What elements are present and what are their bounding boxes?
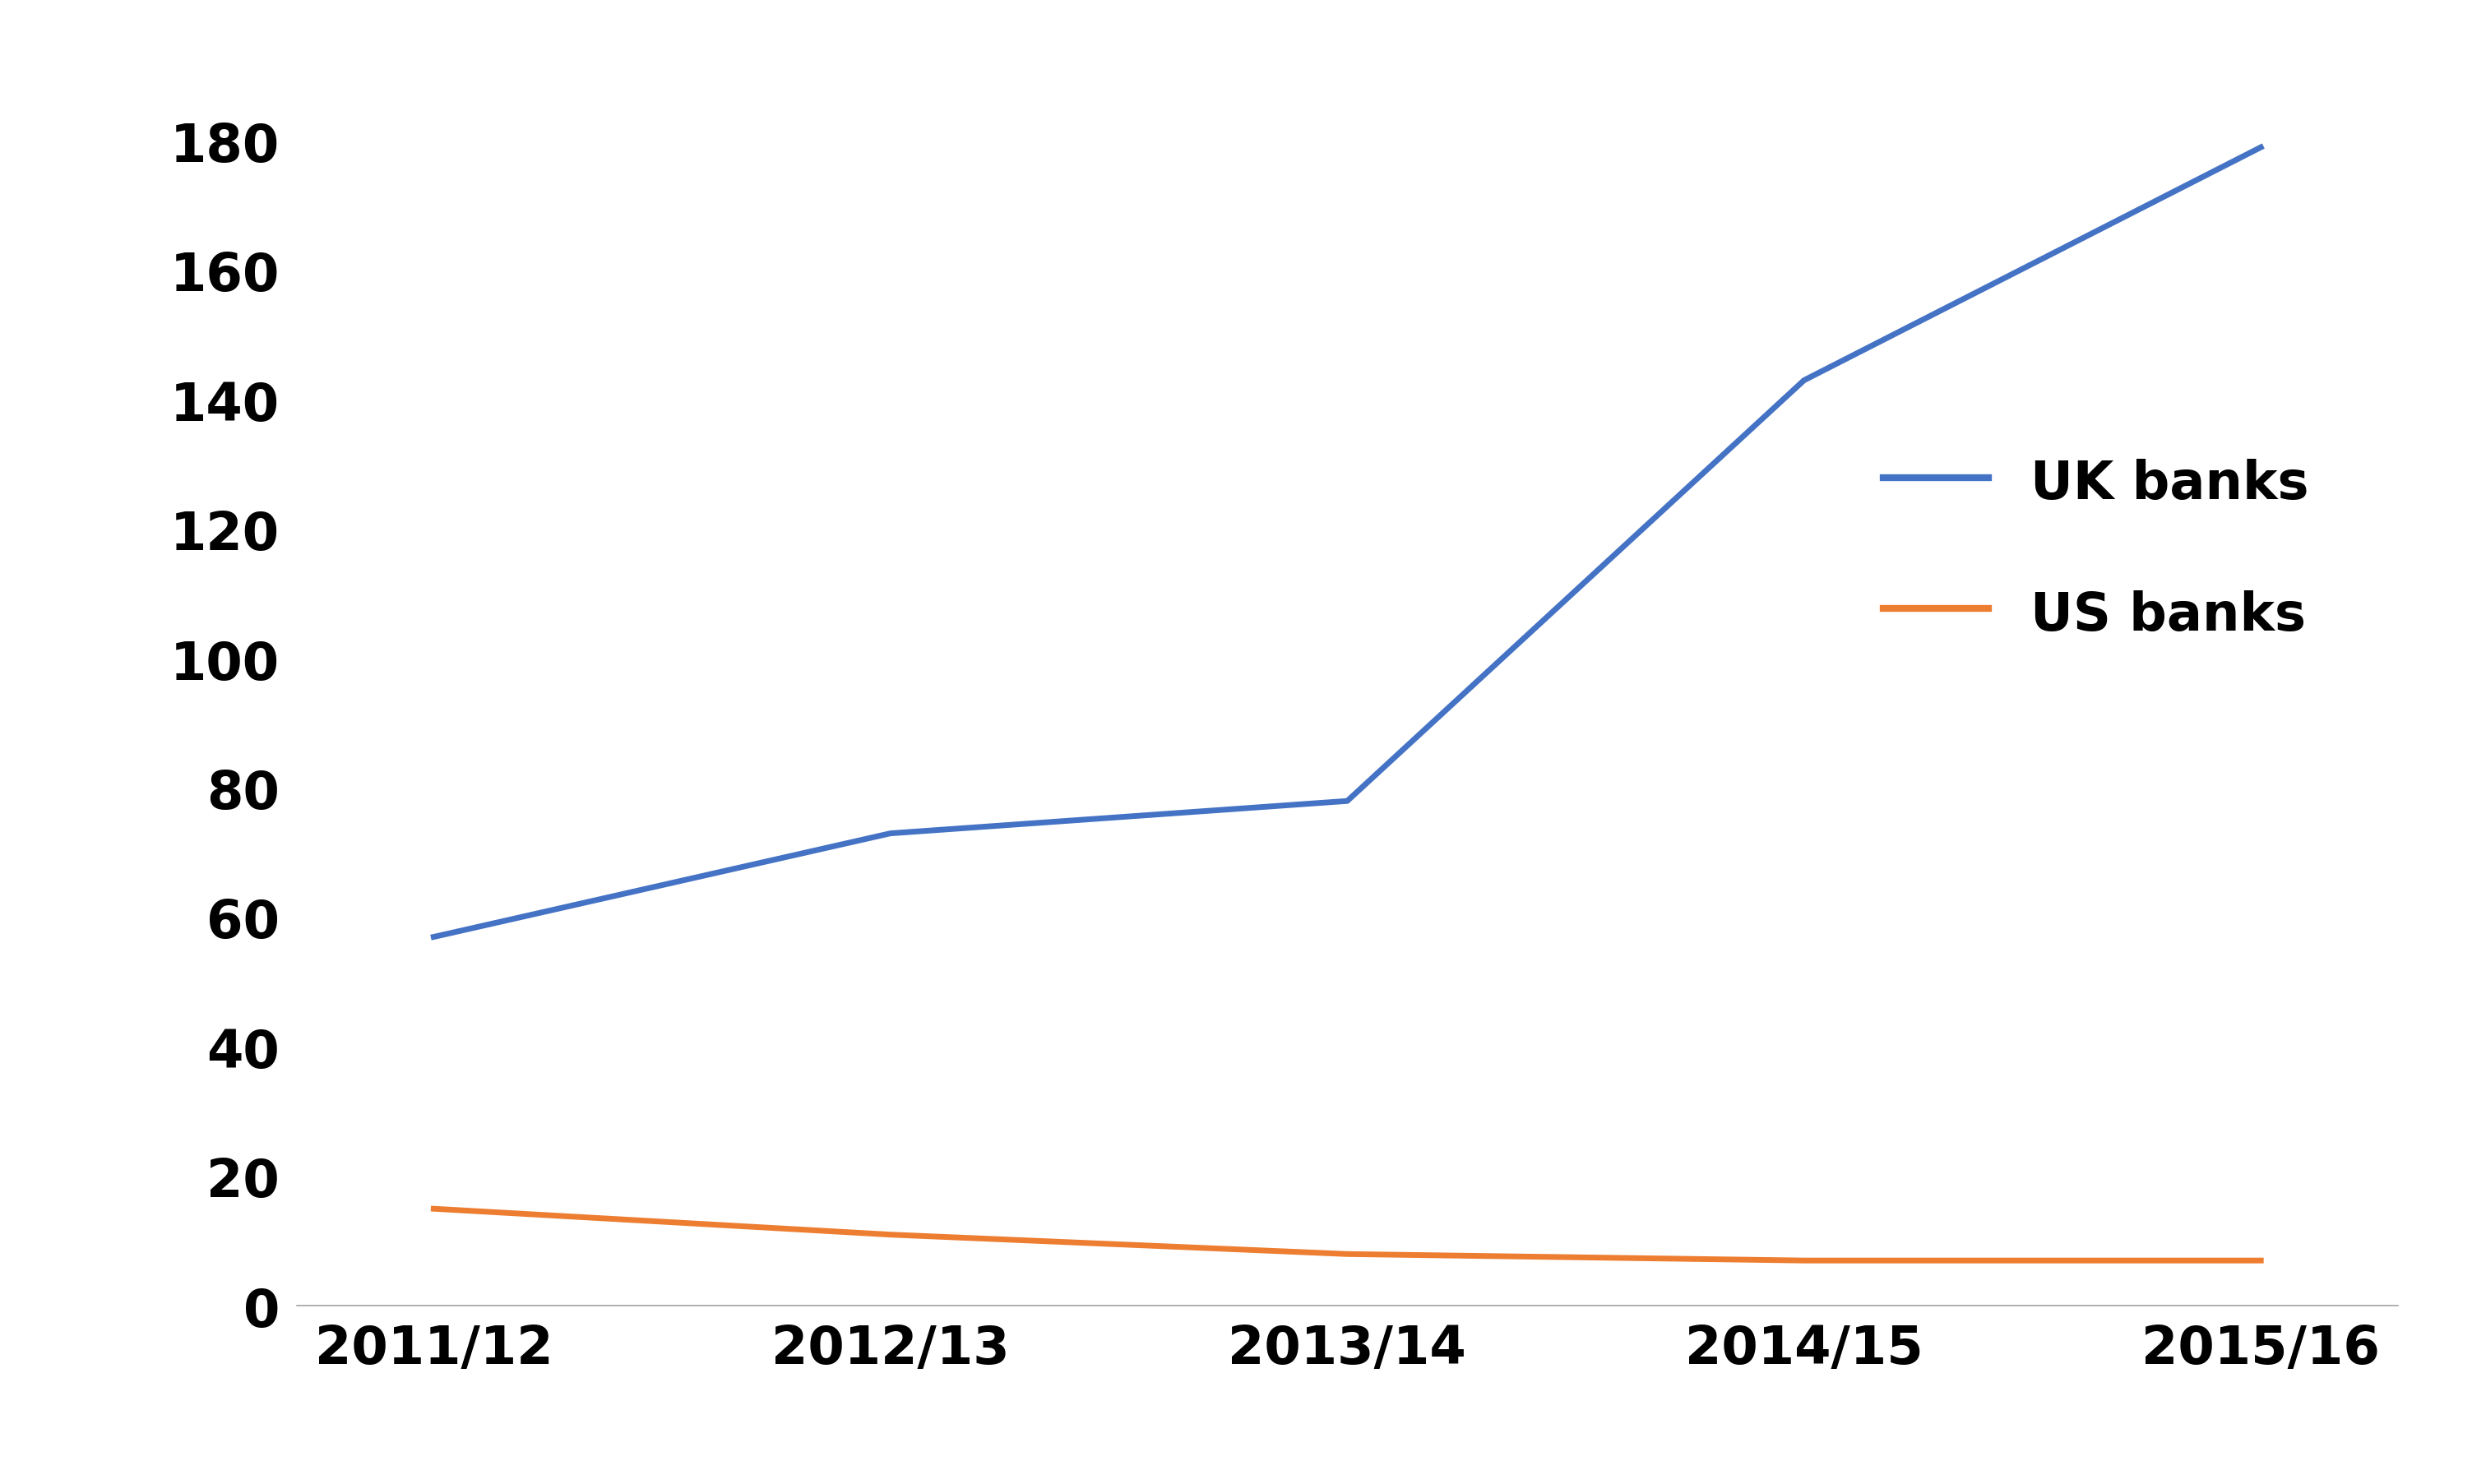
US banks bbox=[875, 1226, 905, 1244]
Legend: UK banks, US banks: UK banks, US banks bbox=[1842, 416, 2351, 683]
Line: UK banks: UK banks bbox=[433, 148, 2262, 938]
UK banks bbox=[875, 825, 905, 843]
UK banks bbox=[1790, 372, 1819, 390]
US banks bbox=[1790, 1251, 1819, 1269]
UK banks bbox=[418, 929, 447, 947]
US banks bbox=[1332, 1245, 1362, 1263]
US banks bbox=[2247, 1251, 2277, 1269]
US banks bbox=[418, 1201, 447, 1218]
Line: US banks: US banks bbox=[433, 1209, 2262, 1260]
UK banks bbox=[1332, 792, 1362, 810]
UK banks bbox=[2247, 139, 2277, 157]
